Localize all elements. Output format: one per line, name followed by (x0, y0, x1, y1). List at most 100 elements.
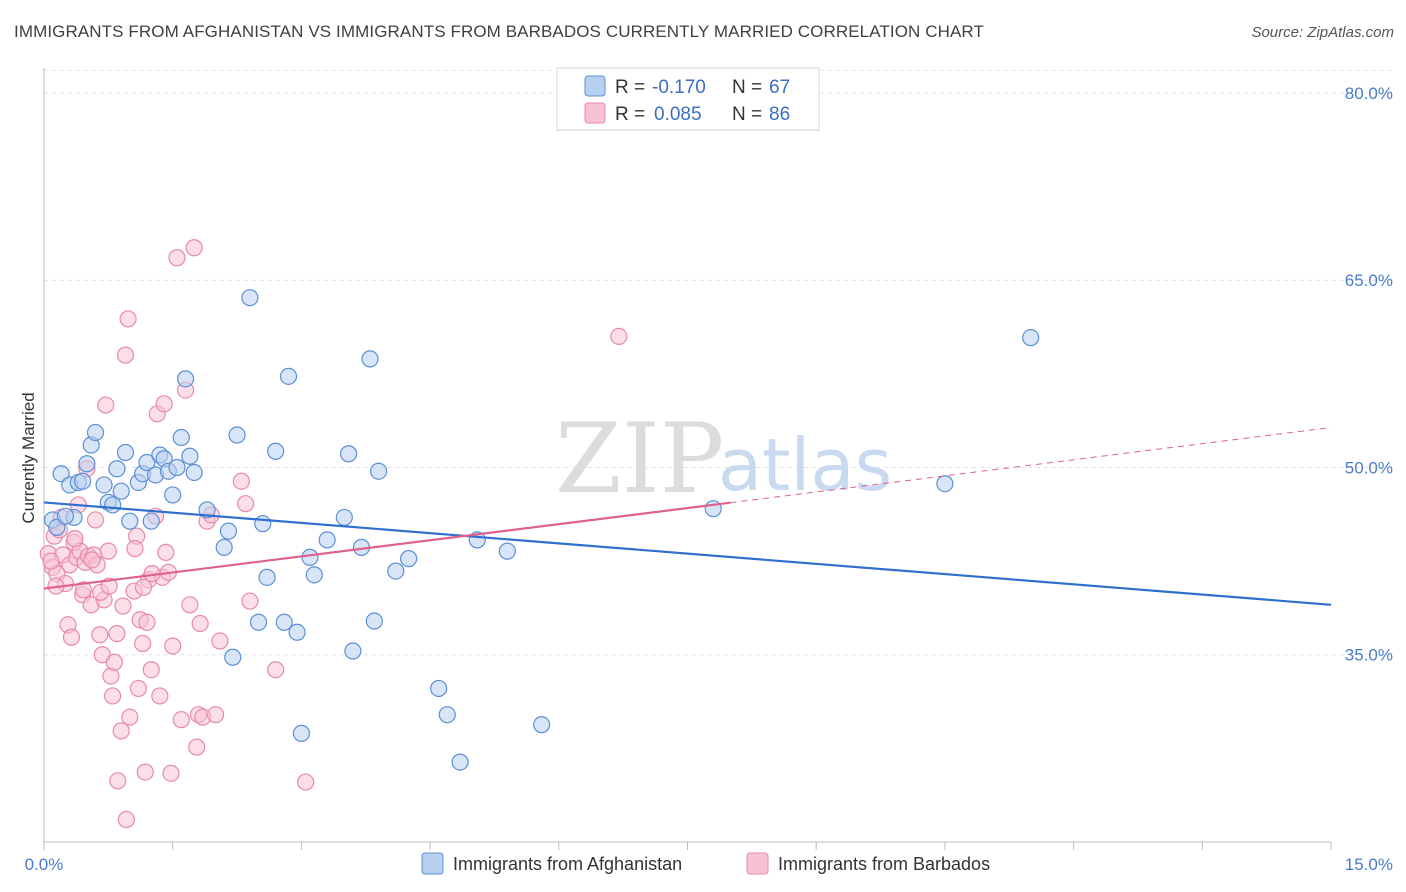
barbados-point-54 (164, 637, 182, 655)
y-tick-label-1: 50.0% (1345, 458, 1393, 477)
barbados-point-66 (207, 706, 225, 724)
afghanistan-point-24 (164, 486, 182, 504)
barbados-point-76 (66, 530, 84, 548)
source-label: Source: ZipAtlas.com (1251, 24, 1394, 41)
afghanistan-point-46 (318, 531, 336, 549)
barbados-point-29 (104, 687, 122, 705)
bottom-legend-swatch-afghanistan (421, 852, 444, 875)
chart-title: IMMIGRANTS FROM AFGHANISTAN VS IMMIGRANT… (14, 22, 984, 41)
afghanistan-point-48 (339, 445, 358, 463)
barbados-point-31 (108, 624, 126, 643)
afghanistan-point-34 (228, 426, 246, 444)
afghanistan-point-65 (56, 507, 75, 525)
barbados-point-53 (162, 764, 180, 782)
barbados-point-30 (105, 653, 123, 671)
afghanistan-point-39 (267, 442, 285, 460)
barbados-point-58 (181, 596, 199, 614)
tick-labels: 35.0% 50.0% 65.0% 80.0% 0.0% 15.0% (25, 84, 1393, 874)
afghanistan-point-19 (142, 512, 160, 530)
legend-r-value-1: 0.085 (654, 104, 702, 125)
afghanistan-point-31 (215, 538, 233, 556)
afghanistan-point-61 (533, 716, 551, 734)
afghanistan-point-27 (176, 370, 195, 388)
barbados-point-56 (172, 711, 190, 729)
afghanistan-point-8 (86, 423, 105, 442)
barbados-trend-line-extension (730, 427, 1332, 504)
afghanistan-point-56 (430, 679, 448, 698)
x-tick-label-1: 15.0% (1345, 855, 1393, 874)
barbados-point-62 (191, 614, 209, 633)
afghanistan-point-44 (301, 548, 319, 566)
afghanistan-point-41 (279, 367, 298, 385)
barbados-point-82 (117, 810, 135, 829)
legend-n-value-1: 86 (769, 104, 790, 125)
barbados-point-70 (241, 592, 259, 610)
watermark-atlas: atlas (718, 423, 892, 507)
afghanistan-point-36 (249, 613, 268, 631)
barbados-point-48 (151, 687, 169, 705)
barbados-point-36 (121, 708, 139, 726)
barbados-point-72 (297, 773, 315, 791)
barbados-point-81 (109, 772, 127, 790)
afghanistan-point-9 (95, 476, 113, 494)
barbados-point-10 (62, 628, 81, 646)
legend-r-value-0: -0.170 (652, 77, 706, 98)
watermark-zip: ZIP (555, 403, 724, 515)
barbados-point-39 (129, 679, 147, 698)
barbados-point-26 (97, 396, 115, 414)
afghanistan-point-6 (78, 455, 96, 473)
legend-swatch-pink (584, 102, 606, 124)
afghanistan-point-45 (305, 566, 323, 584)
legend-n-label-0: N = (732, 77, 762, 98)
barbados-point-50 (155, 395, 173, 413)
legend-r-label-1: R = (615, 104, 645, 125)
afghanistan-point-15 (121, 512, 139, 530)
watermark: ZIP atlas (555, 403, 892, 515)
grid-lines (44, 69, 1393, 656)
legend-swatch-blue (584, 75, 606, 97)
afghanistan-point-13 (112, 482, 130, 500)
afghanistan-point-14 (116, 443, 135, 462)
barbados-point-43 (138, 613, 156, 631)
afghanistan-point-28 (181, 447, 199, 465)
afghanistan-point-52 (365, 612, 383, 630)
barbados-point-67 (211, 632, 229, 650)
bottom-legend-label-afghanistan: Immigrants from Afghanistan (453, 854, 682, 874)
afghanistan-point-57 (438, 706, 456, 724)
barbados-point-32 (112, 722, 130, 740)
afghanistan-point-26 (172, 428, 190, 447)
afghanistan-point-38 (258, 568, 276, 586)
barbados-point-68 (232, 472, 250, 490)
axes (43, 68, 1332, 850)
afghanistan-point-12 (108, 460, 126, 478)
y-tick-label-3: 80.0% (1345, 84, 1393, 103)
barbados-points (39, 239, 628, 829)
trend-lines (43, 427, 1332, 606)
barbados-trend-line (43, 501, 731, 590)
bottom-legend-label-barbados: Immigrants from Barbados (778, 854, 990, 874)
barbados-point-73 (610, 327, 628, 346)
afghanistan-point-32 (219, 522, 238, 540)
afghanistan-point-43 (292, 724, 310, 742)
barbados-point-23 (91, 626, 109, 644)
afghanistan-point-33 (224, 648, 242, 666)
afghanistan-point-47 (335, 508, 353, 527)
afghanistan-point-54 (387, 562, 405, 580)
barbados-point-51 (157, 543, 175, 561)
afghanistan-trend-line (43, 501, 1332, 606)
afghanistan-point-64 (1022, 329, 1040, 347)
barbados-point-59 (185, 239, 203, 257)
afghanistan-point-11 (104, 496, 122, 514)
barbados-point-74 (42, 552, 60, 570)
barbados-point-27 (99, 542, 117, 560)
y-tick-label-2: 65.0% (1345, 271, 1393, 290)
barbados-point-45 (142, 661, 160, 679)
legend-n-value-0: 67 (769, 77, 790, 98)
afghanistan-point-18 (138, 453, 156, 472)
bottom-legend-swatch-barbados (746, 852, 769, 875)
barbados-point-35 (119, 310, 137, 328)
afghanistan-point-25 (168, 458, 186, 477)
barbados-point-21 (86, 511, 105, 529)
barbados-point-60 (188, 738, 206, 756)
